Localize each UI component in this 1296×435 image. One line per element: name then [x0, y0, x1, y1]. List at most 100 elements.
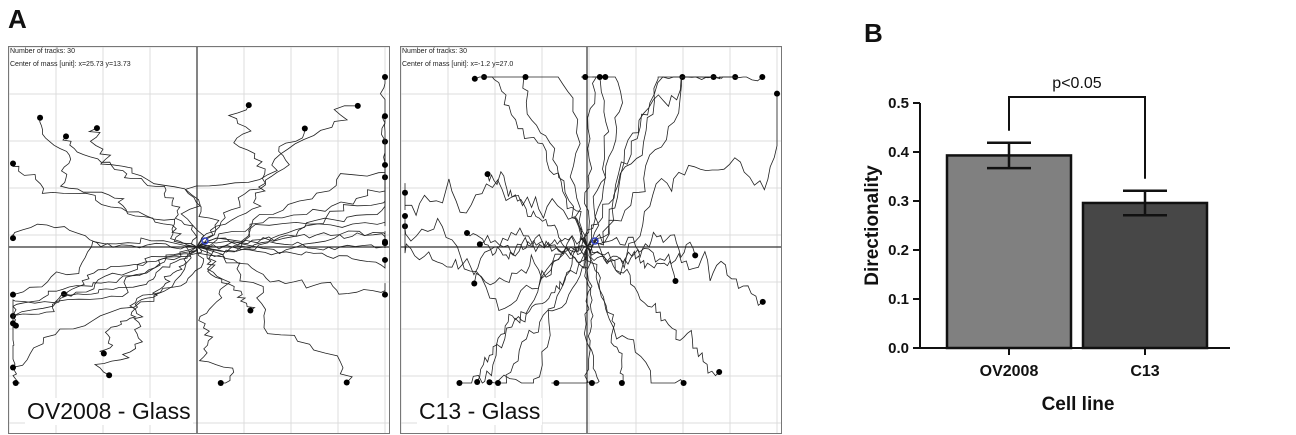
- track-endpoint: [12, 380, 19, 386]
- track-endpoint: [596, 74, 603, 80]
- cell-track: [459, 246, 588, 384]
- track-endpoint: [343, 379, 350, 386]
- track-endpoint: [464, 229, 471, 236]
- bar-ov2008: [945, 154, 1073, 350]
- track-endpoint: [63, 133, 70, 140]
- track-endpoint: [522, 74, 529, 80]
- track-endpoint: [582, 74, 589, 80]
- track-endpoint: [402, 213, 408, 220]
- significance-label: p<0.05: [1052, 75, 1101, 92]
- track-endpoint: [382, 113, 388, 120]
- chart-body: 0.0 0.1 0.2 0.3 0.4 0.5 OV2008 C13 p<0.05 Directi…: [862, 75, 1230, 415]
- track-endpoint: [618, 380, 625, 386]
- track-endpoint: [474, 378, 481, 385]
- cell-track: [525, 76, 588, 248]
- cell-track: [196, 239, 386, 253]
- track-endpoint: [10, 364, 16, 371]
- y-tick-label: 0.5: [888, 95, 909, 112]
- cell-track: [474, 76, 588, 248]
- track-plot-ov2008-canvas: [9, 47, 389, 433]
- track-endpoint: [716, 369, 723, 376]
- cell-track: [584, 246, 600, 384]
- cell-track: [404, 216, 588, 312]
- bar-c13: [1081, 201, 1209, 350]
- track-endpoint: [247, 307, 254, 314]
- cell-track: [586, 233, 764, 306]
- track-endpoint: [382, 238, 388, 245]
- y-tick-label: 0.0: [888, 340, 909, 357]
- cell-track: [583, 76, 610, 248]
- cell-track: [487, 170, 588, 256]
- track-endpoint: [602, 74, 609, 80]
- track-endpoint: [456, 380, 463, 386]
- track-endpoint: [382, 256, 388, 263]
- y-tick-label: 0.3: [888, 193, 909, 210]
- cell-track: [586, 76, 763, 248]
- center-of-mass-label: Center of mass [unit]: x=25.73 y=13.73: [10, 61, 131, 68]
- track-plot-c13: Number of tracks: 30 Center of mass [uni…: [400, 46, 782, 434]
- significance-bracket: [1008, 96, 1146, 179]
- track-endpoint: [588, 380, 595, 386]
- track-endpoint: [382, 74, 388, 80]
- cell-track: [39, 117, 198, 248]
- x-axis-label: Cell line: [1042, 394, 1115, 415]
- cell-track: [196, 246, 386, 295]
- track-endpoint: [10, 291, 16, 298]
- plot-caption: C13 - Glass: [417, 398, 543, 425]
- cell-track: [404, 178, 588, 248]
- track-endpoint: [93, 125, 100, 132]
- track-endpoint: [382, 291, 388, 298]
- cell-track: [63, 246, 198, 296]
- track-endpoint: [100, 350, 107, 357]
- cell-track: [466, 232, 588, 264]
- cell-track: [196, 162, 386, 248]
- track-endpoint: [495, 380, 502, 386]
- cell-track: [489, 246, 588, 384]
- track-endpoint: [301, 125, 308, 132]
- cell-track: [196, 244, 386, 269]
- center-of-mass-marker: [591, 237, 599, 245]
- cell-track: [12, 246, 198, 325]
- center-of-mass-marker: [201, 237, 209, 245]
- cell-track: [196, 246, 256, 311]
- track-endpoint: [60, 290, 67, 297]
- cell-track: [62, 136, 198, 248]
- plot-caption: OV2008 - Glass: [25, 398, 193, 425]
- track-endpoint: [37, 114, 44, 121]
- x-tick-label: OV2008: [980, 363, 1039, 380]
- y-tick-label: 0.1: [888, 291, 909, 308]
- panel-letter-b: B: [864, 18, 883, 48]
- y-axis-label: Directionality: [862, 165, 883, 286]
- track-endpoint: [774, 90, 780, 97]
- cell-track: [12, 245, 198, 368]
- cell-track: [180, 105, 358, 248]
- cell-track: [12, 163, 198, 248]
- track-endpoint: [402, 189, 408, 196]
- track-endpoint: [245, 102, 252, 109]
- cell-track: [586, 243, 720, 377]
- track-endpoint: [354, 102, 361, 109]
- cell-track: [585, 246, 685, 384]
- y-tick-label: 0.4: [888, 144, 910, 161]
- track-endpoint: [217, 380, 224, 386]
- track-endpoint: [759, 298, 766, 305]
- track-endpoint: [10, 235, 16, 242]
- track-endpoint: [680, 380, 687, 386]
- track-endpoint: [471, 75, 478, 82]
- track-endpoint: [476, 241, 483, 248]
- cell-track: [196, 246, 235, 384]
- cell-track: [404, 226, 588, 276]
- track-endpoint: [106, 372, 113, 379]
- cell-track: [586, 231, 696, 276]
- track-endpoint: [10, 160, 16, 167]
- cell-track: [476, 237, 588, 383]
- track-count-label: Number of tracks: 30: [10, 48, 75, 55]
- center-of-mass-label: Center of mass [unit]: x=-1.2 y=27.0: [402, 61, 514, 68]
- cell-track: [99, 246, 203, 354]
- track-endpoint: [10, 320, 16, 327]
- cell-track: [586, 246, 676, 282]
- x-tick-label: C13: [1130, 363, 1159, 380]
- cell-track: [12, 246, 198, 326]
- y-tick-label: 0.2: [888, 242, 909, 259]
- cell-track: [196, 246, 353, 383]
